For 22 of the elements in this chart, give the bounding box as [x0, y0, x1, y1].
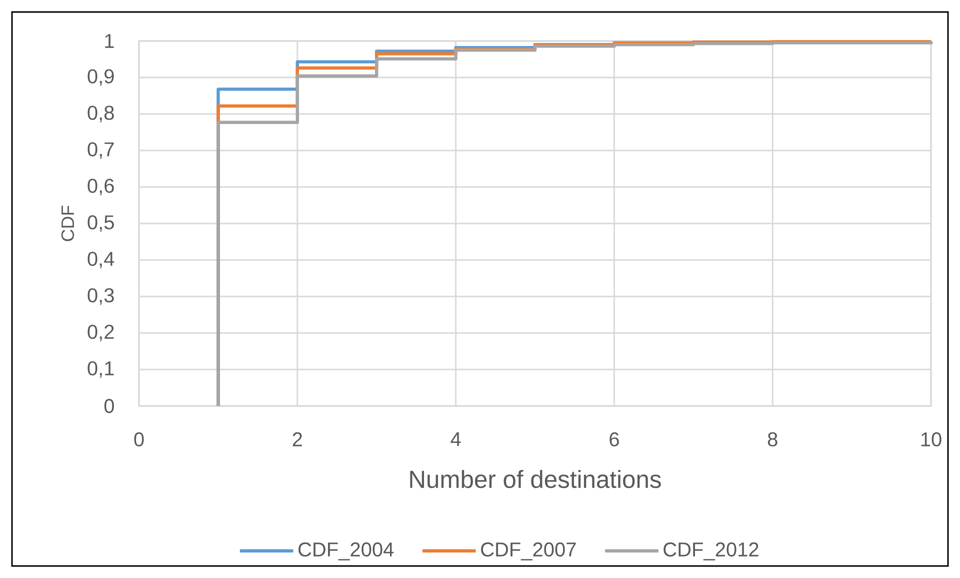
x-tick-label: 6 — [610, 432, 619, 446]
y-tick-label: 0,4 — [88, 252, 114, 268]
y-tick-label: 0,6 — [88, 178, 114, 196]
y-axis-title: CDF — [61, 206, 74, 242]
legend-label: CDF_2004 — [298, 542, 394, 560]
y-tick-label: 0,7 — [88, 142, 114, 159]
y-tick-label: 0 — [104, 398, 114, 414]
y-tick-label: 1 — [105, 34, 114, 48]
y-tick-label: 0,3 — [88, 288, 114, 305]
legend-label: CDF_2007 — [481, 542, 576, 560]
x-axis-title: Number of destinations — [410, 470, 661, 488]
legend-label: CDF_2012 — [664, 542, 758, 560]
y-tick-label: 0,1 — [88, 361, 114, 378]
y-tick-label: 0,9 — [88, 69, 114, 86]
y-tick-label: 0,8 — [88, 106, 114, 122]
y-tick-label: 0,2 — [88, 324, 114, 342]
x-tick-label: 4 — [450, 432, 461, 446]
x-tick-label: 2 — [292, 432, 302, 446]
y-tick-label: 0,5 — [88, 215, 114, 232]
x-tick-label: 10 — [921, 432, 942, 446]
x-tick-label: 8 — [768, 432, 778, 446]
x-tick-label: 0 — [134, 432, 144, 446]
